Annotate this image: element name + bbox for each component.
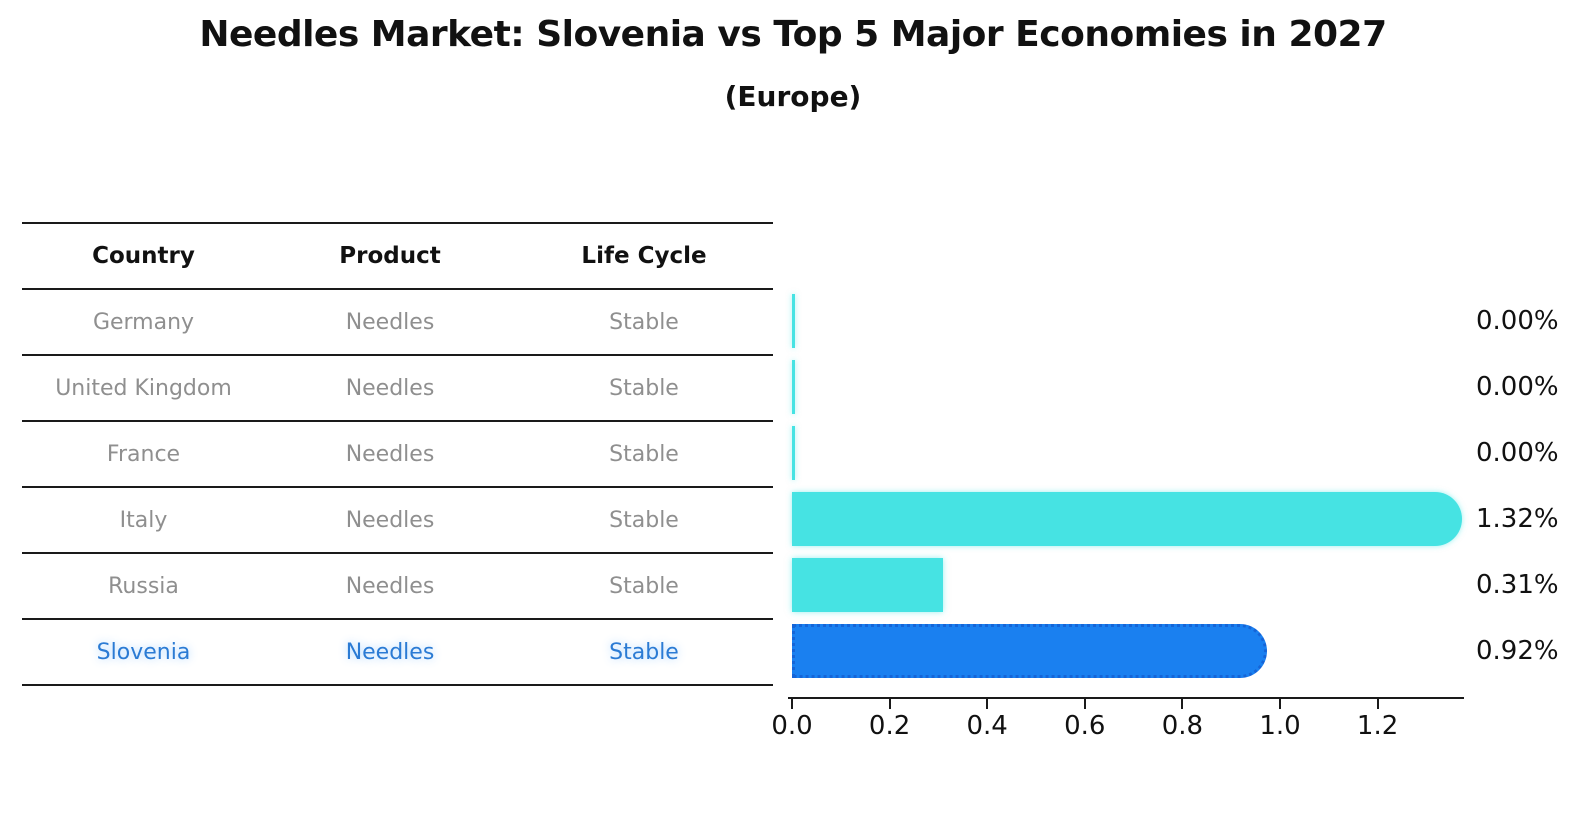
- table-header-row: Country Product Life Cycle: [22, 222, 773, 290]
- axis-tick-label: 0.4: [966, 711, 1008, 741]
- cell-product: Needles: [265, 421, 515, 488]
- cell-country: United Kingdom: [22, 355, 265, 422]
- bar-france: [792, 426, 795, 480]
- table-row: Italy Needles Stable: [22, 487, 773, 554]
- table-row: Slovenia Needles Stable: [22, 619, 773, 686]
- cell-product: Needles: [265, 553, 515, 620]
- table-row: United Kingdom Needles Stable: [22, 355, 773, 422]
- table-row: France Needles Stable: [22, 421, 773, 488]
- cell-country: Slovenia: [22, 619, 265, 686]
- bar-russia: [792, 558, 944, 612]
- cell-product: Needles: [265, 355, 515, 422]
- bar-italy: [792, 492, 1463, 546]
- cell-country: Germany: [22, 289, 265, 356]
- cell-lifecycle: Stable: [515, 421, 773, 488]
- value-label-italy: 1.32%: [1476, 504, 1559, 534]
- table-row: Germany Needles Stable: [22, 289, 773, 356]
- axis-tick-label: 0.2: [868, 711, 911, 741]
- cell-lifecycle: Stable: [515, 619, 773, 686]
- bar-slovenia: [792, 624, 1267, 678]
- axis-tick: [1181, 699, 1184, 709]
- cell-country: France: [22, 421, 265, 488]
- axis-tick: [1279, 699, 1281, 709]
- axis-tick-label: 0.6: [1064, 711, 1106, 741]
- column-header-lifecycle: Life Cycle: [515, 222, 773, 290]
- x-axis: [788, 697, 1464, 699]
- bar-united-kingdom: [792, 360, 795, 414]
- cell-product: Needles: [265, 289, 515, 356]
- cell-lifecycle: Stable: [515, 289, 773, 356]
- cell-product: Needles: [265, 487, 515, 554]
- cell-country: Italy: [22, 487, 265, 554]
- column-header-product: Product: [265, 222, 515, 290]
- axis-tick-label: 0.8: [1161, 711, 1204, 741]
- value-label-russia: 0.31%: [1476, 570, 1559, 600]
- axis-tick: [791, 699, 793, 709]
- page-title: Needles Market: Slovenia vs Top 5 Major …: [199, 14, 1387, 55]
- cell-country: Russia: [22, 553, 265, 620]
- column-header-country: Country: [22, 222, 265, 290]
- cell-lifecycle: Stable: [515, 487, 773, 554]
- axis-tick-label: 0.0: [771, 711, 813, 741]
- page-subtitle: (Europe): [724, 80, 862, 113]
- axis-tick: [888, 699, 891, 709]
- bar-germany: [792, 294, 795, 348]
- value-label-germany: 0.00%: [1476, 306, 1559, 336]
- axis-tick: [1376, 699, 1379, 709]
- value-label-united-kingdom: 0.00%: [1476, 372, 1559, 402]
- data-table: Country Product Life Cycle Germany Needle…: [22, 222, 773, 686]
- cell-product: Needles: [265, 619, 515, 686]
- table-row: Russia Needles Stable: [22, 553, 773, 620]
- axis-tick: [986, 699, 989, 709]
- cell-lifecycle: Stable: [515, 355, 773, 422]
- axis-tick: [1083, 699, 1086, 709]
- value-label-slovenia: 0.92%: [1476, 636, 1559, 666]
- axis-tick-label: 1.2: [1356, 711, 1399, 741]
- value-label-france: 0.00%: [1476, 438, 1559, 468]
- axis-tick-label: 1.0: [1259, 711, 1301, 741]
- cell-lifecycle: Stable: [515, 553, 773, 620]
